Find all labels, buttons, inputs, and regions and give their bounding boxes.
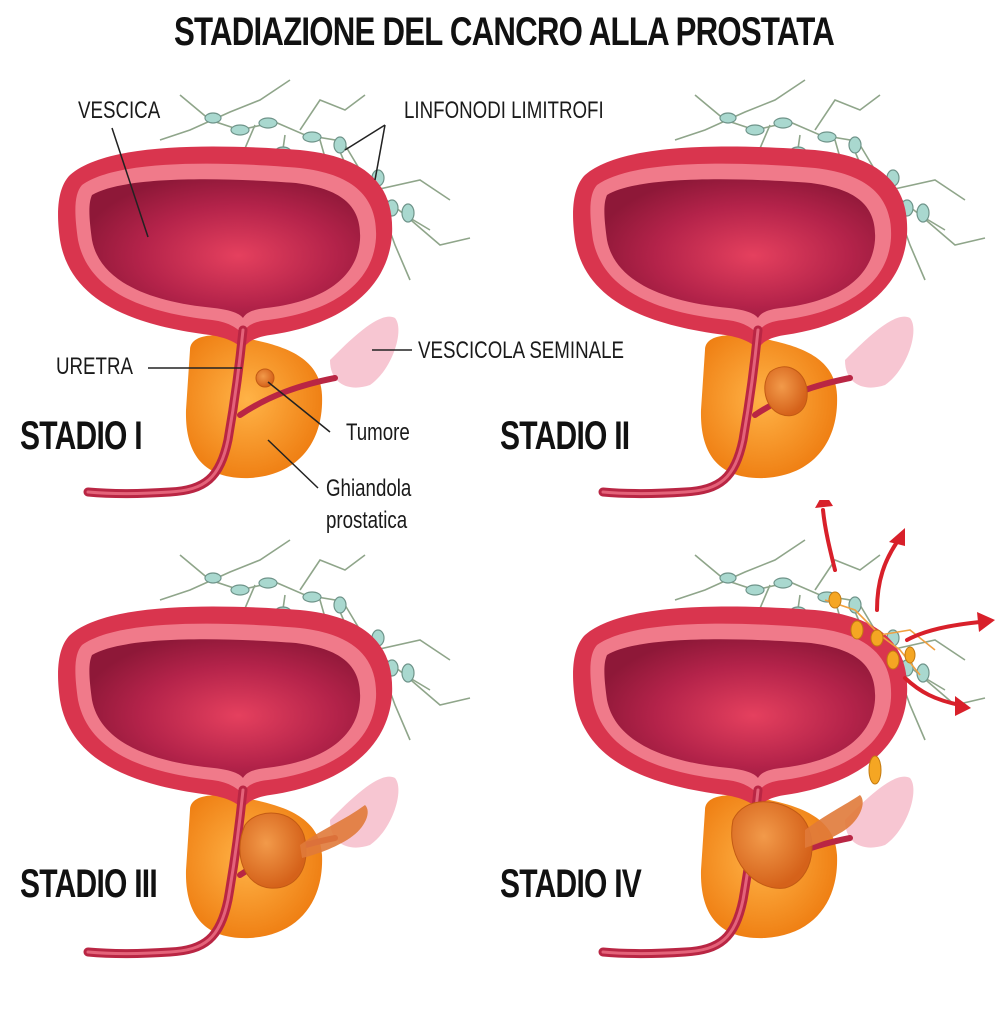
diagram-title: STADIAZIONE DEL CANCRO ALLA PROSTATA xyxy=(173,10,835,54)
stage-3-seminal-invasion xyxy=(300,805,368,858)
stage-3-label: STADIO III xyxy=(20,862,158,906)
stage-2-panel xyxy=(515,40,1008,518)
stage-4-illustration xyxy=(515,500,995,978)
stage-3-tumor xyxy=(239,812,307,889)
stage-3-illustration xyxy=(0,500,504,978)
metastasis-arrows xyxy=(821,508,982,707)
label-ghiandola-line1: Ghiandola xyxy=(326,475,412,502)
label-linfonodi-limitrofi: LINFONODI LIMITROFI xyxy=(404,97,604,124)
stage-4-label: STADIO IV xyxy=(500,862,642,906)
stage-4-seminal-invasion xyxy=(805,795,863,848)
stage-2-illustration xyxy=(515,40,1008,518)
label-vescicola-seminale: VESCICOLA SEMINALE xyxy=(418,337,624,364)
stage-1-label: STADIO I xyxy=(20,414,143,458)
label-tumore: Tumore xyxy=(346,419,410,446)
label-uretra: URETRA xyxy=(56,353,133,380)
stage-2-tumor xyxy=(764,366,808,417)
stage-4-tumor xyxy=(731,801,813,889)
label-vescica: VESCICA xyxy=(78,97,161,124)
stage-2-label: STADIO II xyxy=(500,414,630,458)
label-ghiandola-line2: prostatica xyxy=(326,507,408,534)
stage-4-panel xyxy=(515,500,1008,978)
stage-3-panel xyxy=(0,500,504,978)
